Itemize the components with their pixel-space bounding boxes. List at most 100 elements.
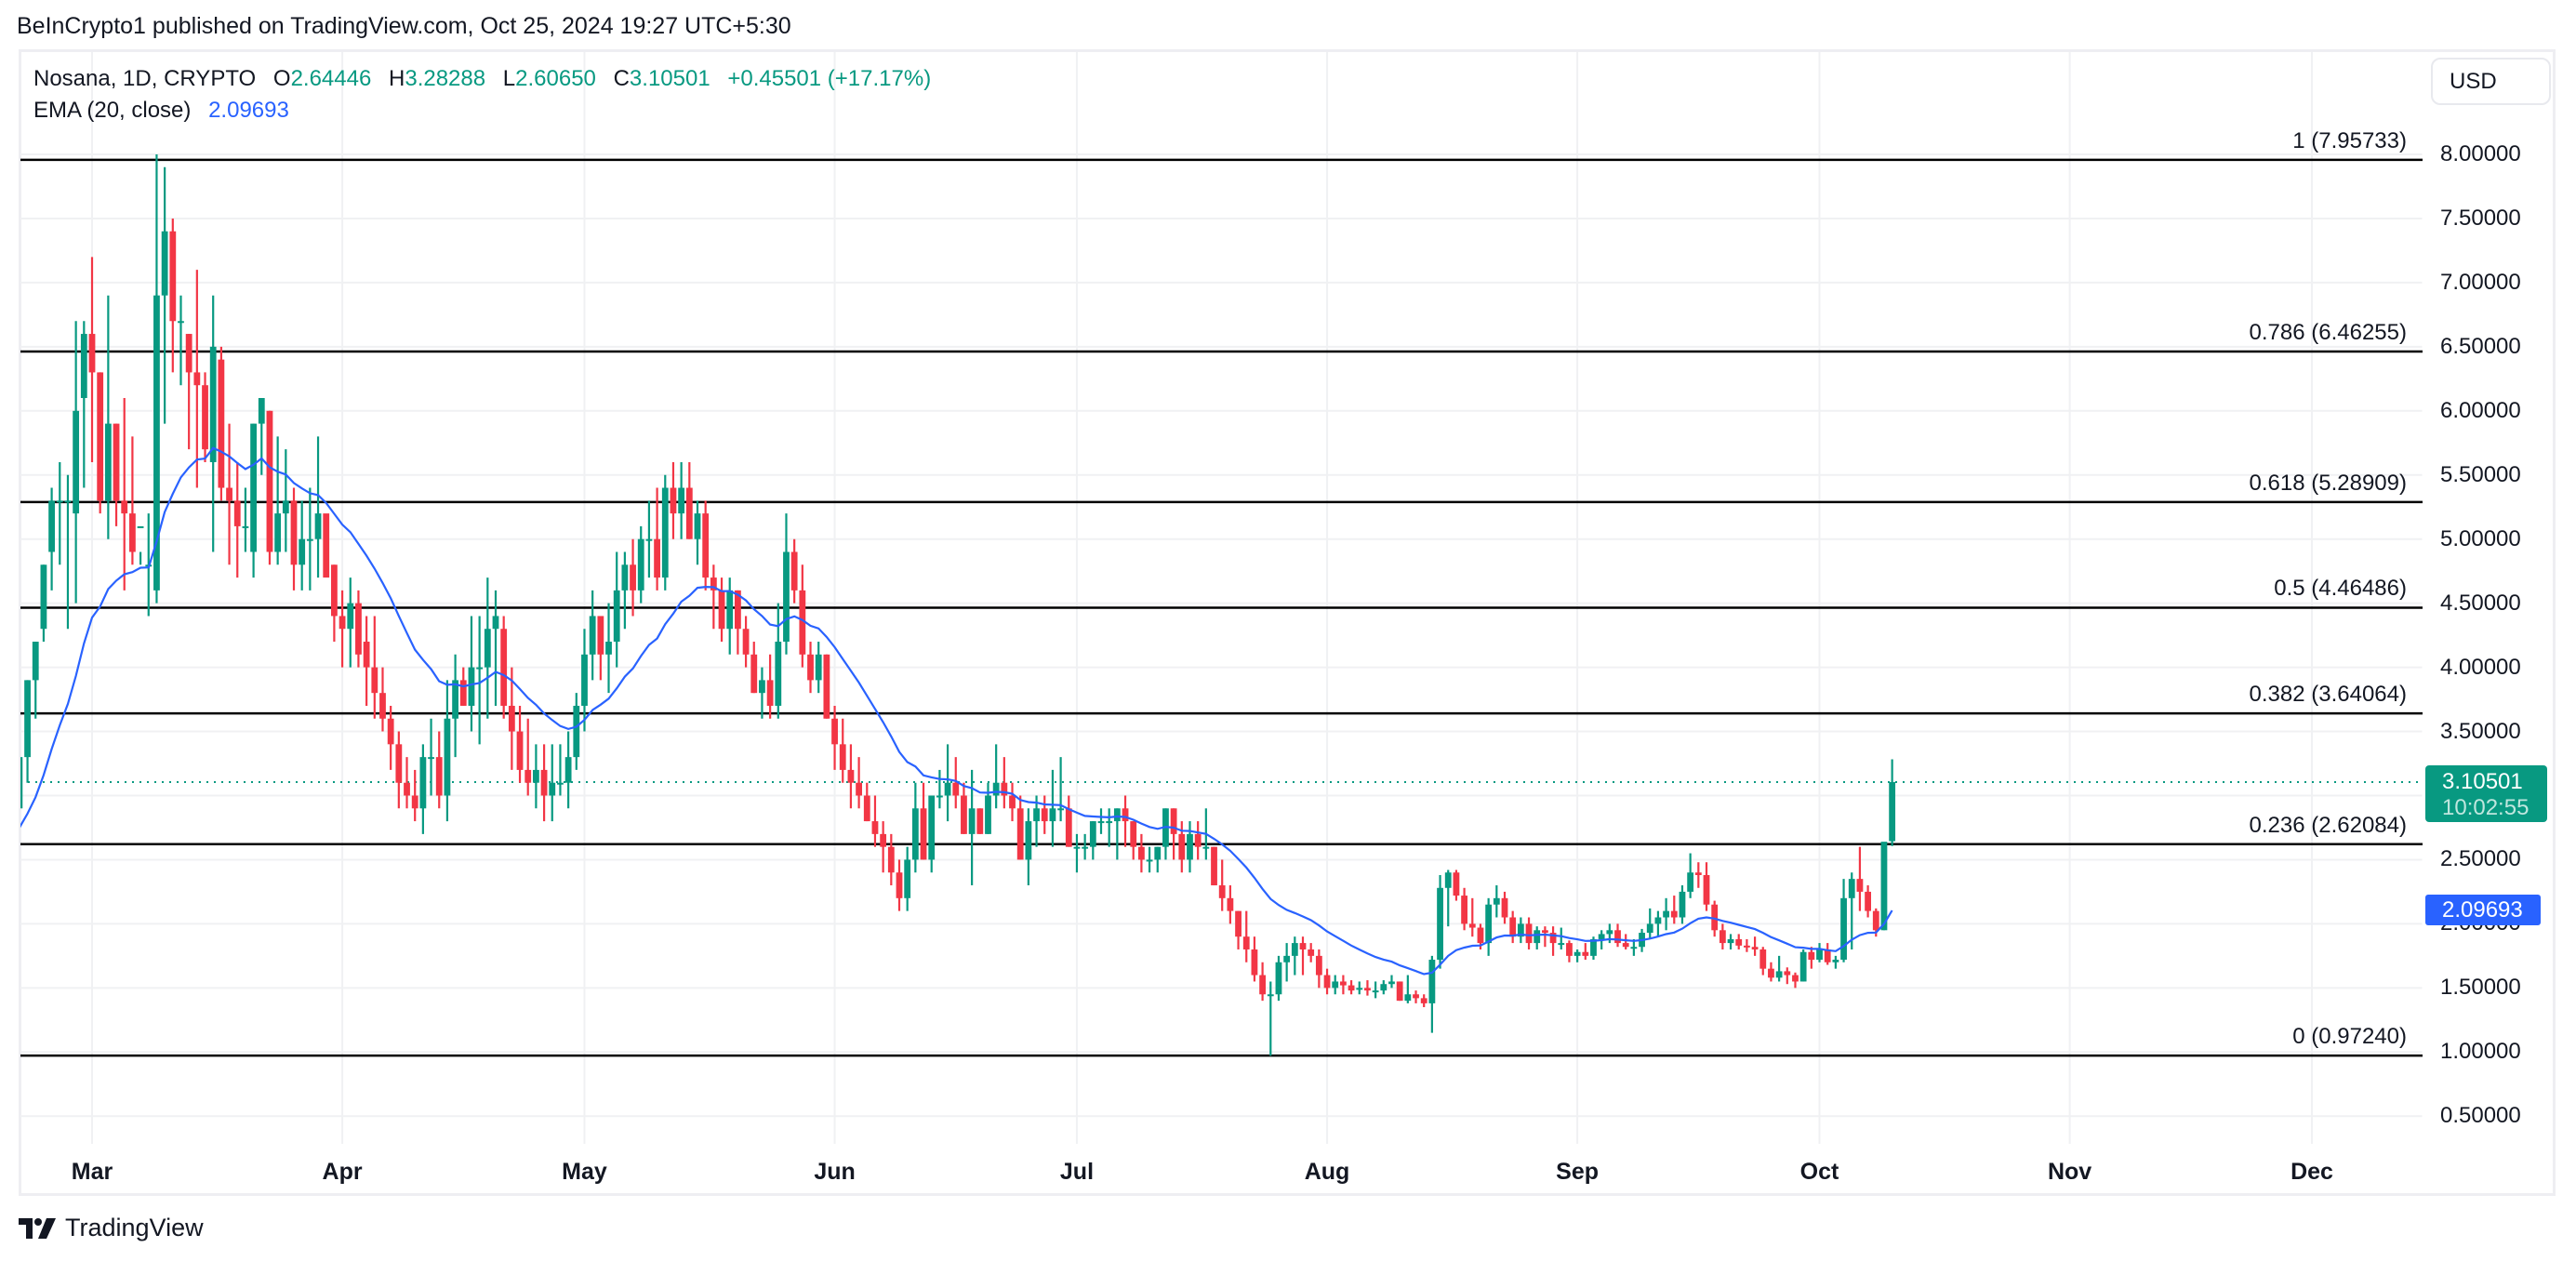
candle [823, 654, 830, 719]
month-label: Sep [1556, 1159, 1600, 1185]
candle [839, 744, 846, 770]
candle [670, 487, 677, 514]
candle [1089, 821, 1096, 847]
candle [766, 680, 774, 706]
candle [282, 500, 289, 514]
candle [274, 513, 282, 552]
candle [1041, 808, 1048, 822]
month-label: May [562, 1159, 607, 1185]
candle [783, 551, 790, 643]
candle [775, 642, 782, 706]
candle [1106, 821, 1113, 824]
change-value: +0.45501 (+17.17%) [727, 66, 932, 91]
candle [1009, 795, 1016, 809]
candle [1598, 934, 1605, 939]
candle [1477, 927, 1484, 944]
candle [750, 654, 758, 694]
candle [1501, 897, 1508, 918]
candle [1323, 975, 1331, 989]
candle [1461, 896, 1467, 924]
publisher-caption: BeInCrypto1 published on TradingView.com… [17, 13, 791, 39]
candle [1558, 943, 1565, 946]
candle [1703, 874, 1710, 905]
candle [1332, 981, 1339, 989]
candle [1670, 910, 1678, 918]
candle [1146, 859, 1153, 862]
candle [1065, 808, 1072, 847]
candle [1735, 938, 1743, 946]
candle [1622, 943, 1629, 948]
candle [1663, 910, 1669, 918]
candle [1784, 971, 1791, 976]
candle [299, 538, 306, 565]
close-label: C [613, 66, 630, 91]
candle [645, 538, 653, 541]
candle [73, 410, 80, 514]
ema-label[interactable]: EMA (20, close) [33, 98, 192, 123]
candle [419, 757, 427, 809]
price-tick: 3.50000 [2440, 718, 2521, 744]
candle [1113, 808, 1121, 822]
high-label: H [389, 66, 405, 91]
candle [1227, 897, 1234, 911]
candle [863, 795, 870, 822]
candle [597, 616, 604, 655]
price-tick: 4.00000 [2440, 654, 2521, 680]
candle [1816, 949, 1823, 961]
candle [48, 500, 55, 552]
candle [1534, 930, 1541, 944]
tradingview-logo[interactable]: TradingView [19, 1214, 204, 1242]
symbol-label[interactable]: Nosana, 1D, CRYPTO [33, 66, 257, 91]
candle [1525, 923, 1533, 944]
candle [807, 654, 814, 681]
month-label: Nov [2047, 1159, 2092, 1185]
candle [790, 551, 798, 591]
price-tick: 5.00000 [2440, 525, 2521, 551]
candle [500, 629, 508, 706]
candle [1211, 846, 1217, 886]
candle [1380, 984, 1388, 991]
candle [290, 500, 298, 565]
candle [1759, 949, 1767, 969]
candle [1775, 971, 1783, 978]
candle [1275, 962, 1282, 995]
price-tick: 8.00000 [2440, 141, 2521, 166]
candle [1824, 949, 1831, 962]
high-value: 3.28288 [405, 66, 486, 91]
candle [1259, 975, 1266, 995]
candle [1308, 949, 1315, 956]
candle [404, 782, 410, 796]
candle [121, 500, 128, 514]
candle [1719, 930, 1726, 944]
candle [1154, 846, 1162, 860]
month-label: Dec [2291, 1159, 2333, 1185]
candle [1694, 872, 1702, 875]
candle [961, 795, 967, 834]
candle [129, 513, 136, 552]
candle [1242, 936, 1250, 949]
candle [24, 680, 31, 758]
candle [258, 398, 265, 424]
candle [185, 334, 193, 373]
candle [444, 718, 451, 796]
candle [524, 769, 532, 783]
currency-button[interactable]: USD [2431, 58, 2551, 105]
candle [97, 372, 104, 501]
candle [193, 372, 201, 386]
candle [250, 423, 257, 552]
fib-level-label: 0.5 (4.46486) [2274, 576, 2407, 602]
candle [928, 795, 936, 860]
candle [1872, 910, 1879, 931]
last-price-value: 3.10501 [2442, 769, 2523, 794]
candle [654, 538, 660, 578]
candle [1573, 951, 1581, 956]
candle [1315, 955, 1322, 976]
candle [1751, 947, 1759, 949]
candle [1356, 988, 1363, 990]
candle [735, 590, 741, 630]
candle [831, 718, 838, 745]
candle [1832, 960, 1839, 962]
fib-level-label: 0.382 (3.64064) [2249, 682, 2407, 708]
candle [1606, 930, 1613, 935]
